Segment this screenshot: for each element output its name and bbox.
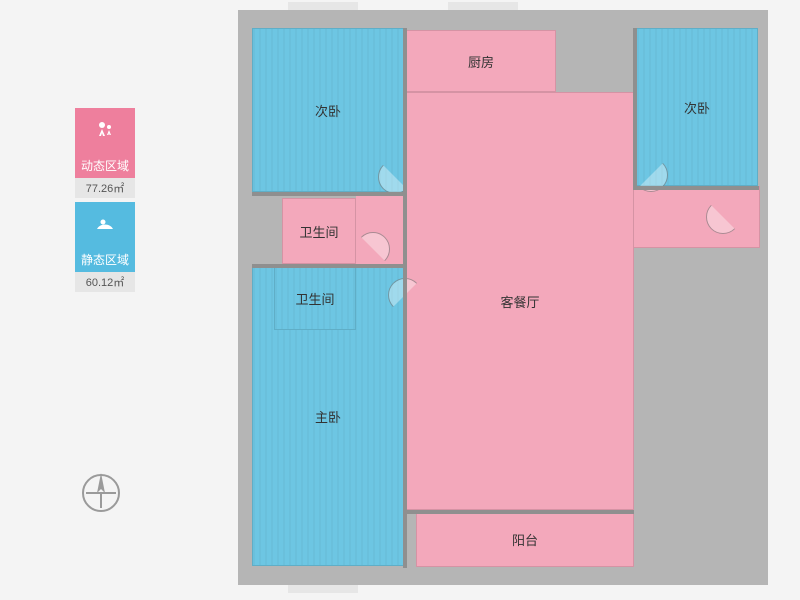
wall (406, 510, 634, 514)
legend-dynamic-swatch (75, 108, 135, 153)
wall (252, 192, 404, 196)
room-living-dining: 客餐厅 (406, 92, 634, 510)
room-label: 阳台 (512, 530, 538, 549)
room-label: 主卧 (315, 407, 341, 426)
wall (252, 264, 404, 268)
wall (403, 28, 407, 568)
sleep-icon (93, 213, 117, 237)
wall (633, 28, 637, 188)
legend-static-value: 60.12㎡ (75, 272, 135, 292)
room-label: 客餐厅 (500, 292, 539, 311)
room-bedroom-ne: 次卧 (636, 28, 758, 186)
legend-dynamic-value: 77.26㎡ (75, 178, 135, 198)
room-balcony: 阳台 (416, 512, 634, 567)
room-bathroom-upper: 卫生间 (282, 198, 356, 264)
wall (633, 186, 759, 190)
room-living-extension-right (634, 186, 760, 248)
room-label: 卫生间 (295, 289, 334, 308)
room-label: 卫生间 (299, 222, 338, 241)
legend-dynamic: 动态区域 77.26㎡ (75, 108, 135, 198)
room-bathroom-lower: 卫生间 (274, 266, 356, 330)
legend-static: 静态区域 60.12㎡ (75, 202, 135, 292)
room-label: 次卧 (315, 101, 341, 120)
room-label: 厨房 (468, 52, 494, 71)
legend-dynamic-label: 动态区域 (75, 153, 135, 178)
legend-static-label: 静态区域 (75, 247, 135, 272)
floorplan: 主卧 卫生间 次卧 次卧 客餐厅 厨房 卫生间 阳台 (238, 10, 768, 585)
window-notch (288, 2, 358, 10)
compass-icon (78, 470, 124, 516)
legend-static-swatch (75, 202, 135, 247)
room-kitchen: 厨房 (406, 30, 556, 92)
room-label: 次卧 (684, 98, 710, 117)
window-notch (448, 2, 518, 10)
window-notch (288, 585, 358, 593)
people-icon (93, 119, 117, 143)
